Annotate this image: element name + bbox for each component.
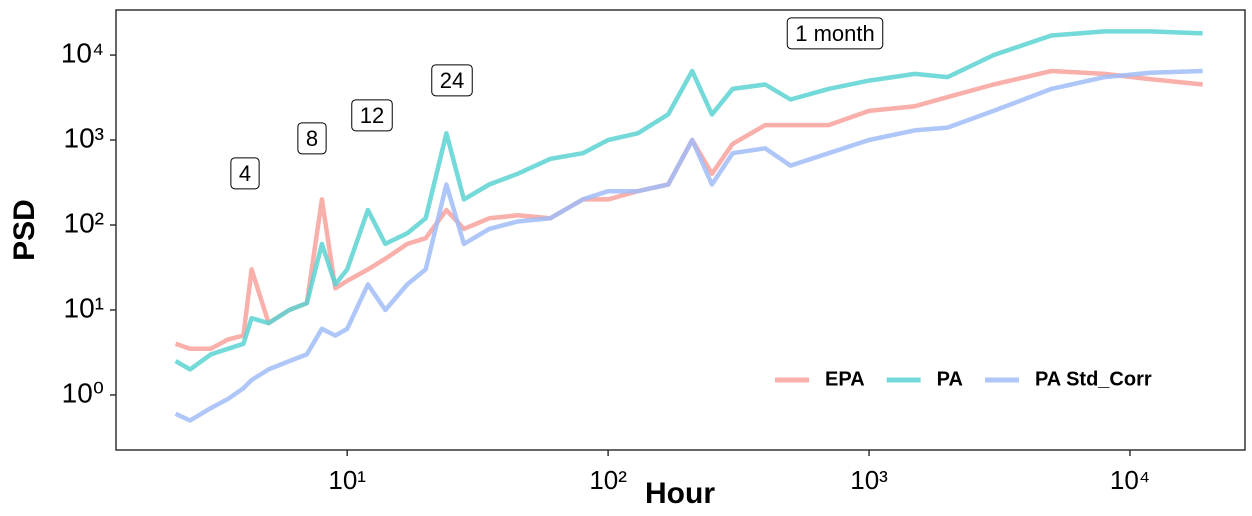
y-tick-label: 10⁰ <box>62 377 104 408</box>
annotation-box <box>431 64 473 97</box>
series-line <box>174 68 1203 423</box>
y-tick-label: 10² <box>64 207 104 238</box>
annotation-box <box>351 99 393 132</box>
x-tick-label: 10¹ <box>328 465 366 495</box>
annotation-box <box>786 17 884 50</box>
y-tick-label: 10⁴ <box>61 37 104 68</box>
annotation-box <box>297 122 327 155</box>
y-axis-label: PSD <box>8 199 41 261</box>
annotation-box <box>230 157 260 190</box>
annotation: 4 <box>239 161 251 186</box>
annotation: 12 <box>360 103 384 128</box>
legend-label: EPA <box>825 368 865 390</box>
legend-label: PA Std_Corr <box>1035 368 1152 390</box>
x-tick-label: 10² <box>589 465 627 495</box>
series-line <box>174 29 1203 372</box>
x-tick-label: 10⁴ <box>1110 465 1150 495</box>
annotation: 1 month <box>795 21 875 46</box>
annotation: 24 <box>440 68 464 93</box>
x-tick-label: 10³ <box>850 465 888 495</box>
plot-panel <box>115 9 1246 451</box>
x-axis-label: Hour <box>645 477 715 510</box>
y-tick-label: 10¹ <box>64 292 104 323</box>
legend-label: PA <box>937 368 963 390</box>
y-tick-label: 10³ <box>64 122 104 153</box>
annotation: 8 <box>306 126 318 151</box>
